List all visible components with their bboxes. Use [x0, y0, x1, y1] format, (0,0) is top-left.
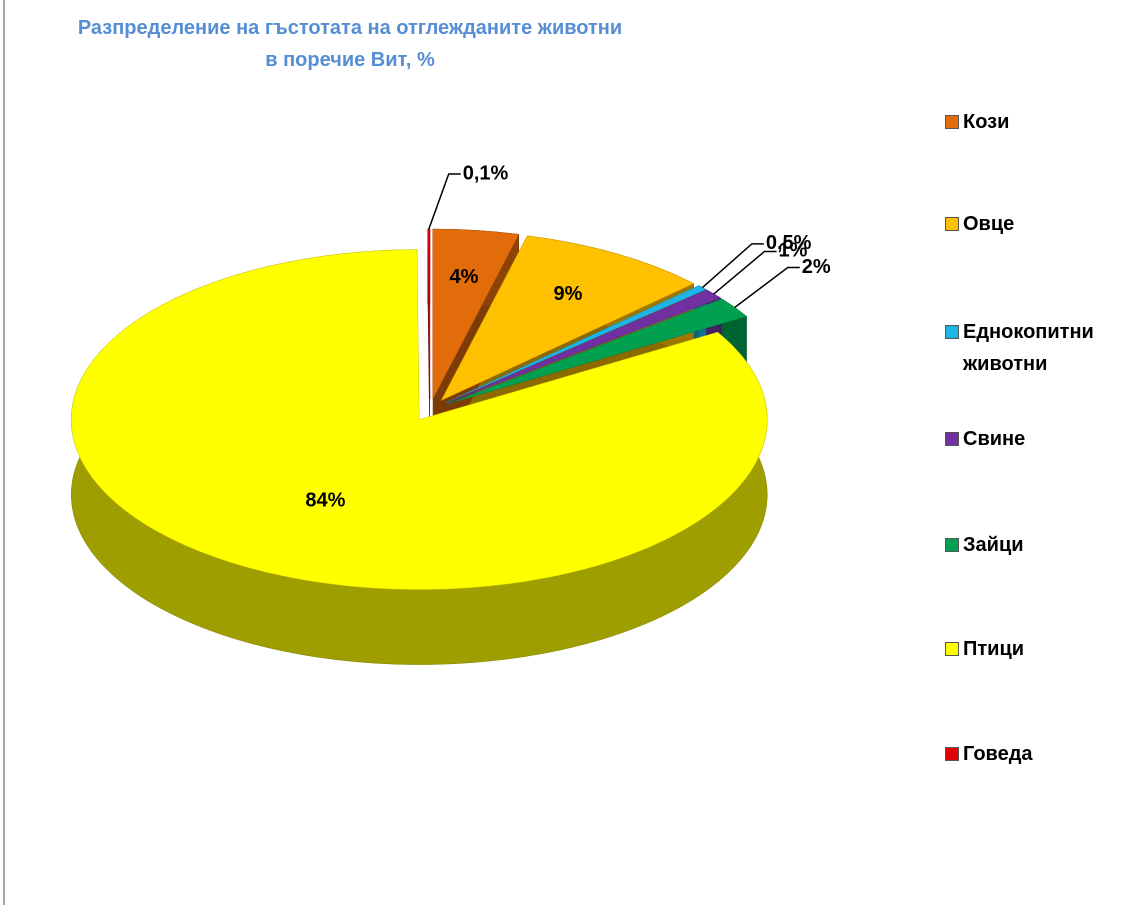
- legend-label: Говеда: [963, 743, 1033, 765]
- value-label: 1%: [779, 240, 808, 262]
- chart-border: [3, 0, 5, 905]
- legend-item: Кози: [945, 106, 1120, 138]
- legend-swatch: [945, 432, 959, 446]
- legend-swatch: [945, 325, 959, 339]
- leader-line: [734, 266, 800, 308]
- chart-title: Разпределение на гъстотата на отглеждани…: [77, 17, 623, 71]
- legend-swatch: [945, 217, 959, 231]
- legend-item: Птици: [945, 633, 1120, 665]
- legend-item: Зайци: [945, 529, 1120, 561]
- pie-tops: [70, 228, 768, 590]
- legend-label: Овце: [963, 213, 1015, 235]
- leader-line: [428, 173, 461, 230]
- legend-swatch: [945, 538, 959, 552]
- legend-swatch: [945, 642, 959, 656]
- legend-swatch: [945, 747, 959, 761]
- legend-item: Еднокопитни животни: [945, 316, 1120, 380]
- legend-item: Говеда: [945, 738, 1120, 770]
- legend-label: Еднокопитни животни: [963, 321, 1094, 375]
- leader-line: [713, 250, 777, 295]
- legend-label: Птици: [963, 638, 1025, 660]
- value-label: 84%: [305, 489, 345, 511]
- slice: [432, 228, 520, 400]
- slice: [440, 235, 695, 402]
- legend-label: Зайци: [963, 534, 1024, 556]
- value-label: 0,5%: [766, 232, 812, 254]
- legend-label: Свине: [963, 428, 1026, 450]
- legend-item: Овце: [945, 208, 1120, 240]
- value-label: 9%: [554, 283, 583, 305]
- value-label: 4%: [450, 266, 479, 288]
- value-label: 0,1%: [463, 162, 509, 184]
- value-label: 2%: [802, 256, 831, 278]
- slice: [70, 249, 768, 590]
- legend-swatch: [945, 115, 959, 129]
- legend-label: Кози: [963, 111, 1010, 133]
- legend-item: Свине: [945, 423, 1120, 455]
- leader-line: [701, 243, 764, 289]
